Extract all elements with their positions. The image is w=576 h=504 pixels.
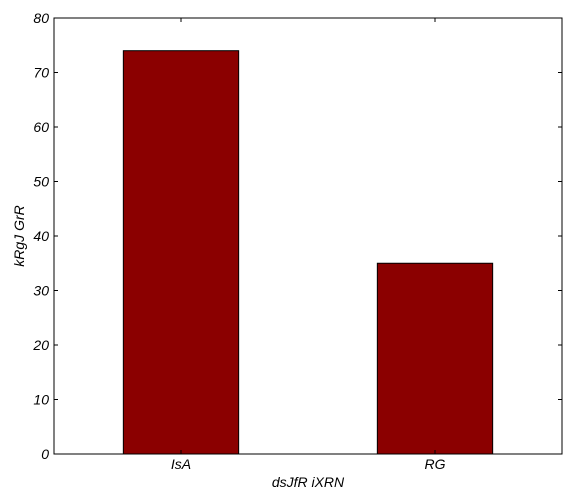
y-axis-label: kRgJ GrR	[11, 205, 27, 266]
y-tick-label: 10	[33, 392, 49, 408]
x-tick-label: IsA	[171, 456, 191, 472]
y-tick-label: 80	[33, 10, 49, 26]
x-tick-label: RG	[425, 456, 446, 472]
x-axis-label: dsJfR iXRN	[272, 474, 345, 490]
y-tick-label: 70	[33, 65, 49, 81]
bar-RG	[376, 262, 494, 455]
y-tick-label: 40	[33, 228, 49, 244]
y-tick-label: 20	[32, 337, 49, 353]
bars-group	[122, 50, 494, 455]
y-tick-label: 0	[41, 446, 49, 462]
x-axis: IsA RG	[171, 18, 446, 472]
y-tick-label: 60	[33, 119, 49, 135]
y-axis: 0 10 20 30 40 50 60 70 80	[32, 10, 562, 462]
y-tick-label: 50	[33, 174, 49, 190]
bar-IsA	[122, 50, 240, 455]
y-tick-label: 30	[33, 283, 49, 299]
